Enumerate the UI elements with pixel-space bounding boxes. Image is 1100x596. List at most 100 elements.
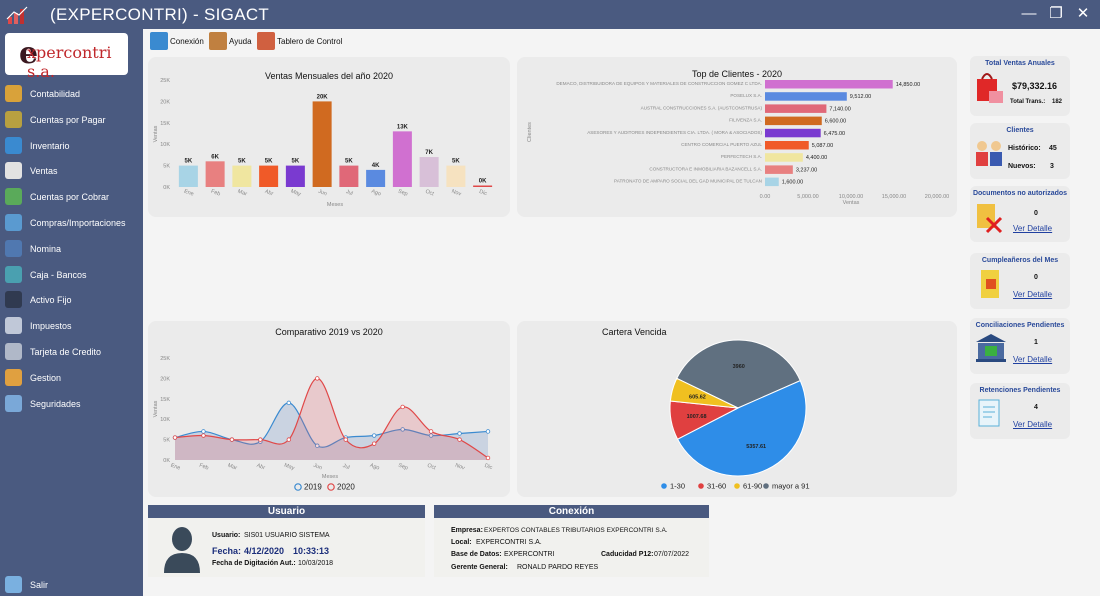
bar-data-label: 4K — [372, 163, 380, 169]
sidebar-item-inventario[interactable]: Inventario — [0, 134, 143, 158]
bar-data-label: 5K — [265, 159, 273, 165]
legend-label: mayor a 91 — [772, 482, 810, 491]
sidebar-item-compras-importaciones[interactable]: Compras/Importaciones — [0, 211, 143, 235]
legend-marker — [763, 483, 769, 489]
sidebar-item-cuentas-por-pagar[interactable]: Cuentas por Pagar — [0, 108, 143, 132]
close-button[interactable]: ✕ — [1076, 5, 1090, 22]
legend-marker — [327, 483, 335, 491]
x-tick-label: Dic — [478, 189, 488, 197]
conciliaciones-detail-link[interactable]: Ver Detalle — [1013, 355, 1053, 364]
legend-label: 2019 — [304, 483, 322, 492]
title-bar: (EXPERCONTRI) - SIGACT — ❐ ✕ — [0, 0, 1100, 29]
sidebar-item-nomina[interactable]: Nomina — [0, 237, 143, 261]
tools-icon — [5, 291, 22, 309]
bar-data-label: 7,140.00 — [829, 106, 850, 112]
sidebar-item-gestion[interactable]: Gestion — [0, 366, 143, 390]
x-tick-label: 15,000.00 — [882, 194, 906, 200]
bar-data-label: 5K — [345, 159, 353, 165]
bar-data-label: 0K — [479, 179, 487, 185]
legend-label: 61-90 — [743, 482, 762, 491]
x-tick-label: Sep — [397, 463, 408, 472]
logo-mark: e — [19, 36, 39, 71]
y-tick-label: 10K — [160, 142, 170, 148]
series-point — [371, 441, 377, 446]
document-error-icon — [977, 204, 1003, 234]
x-tick-label: Abr — [256, 463, 266, 472]
cumpleanos-count: 0 — [1034, 274, 1038, 281]
y-tick-label: 25K — [160, 78, 170, 84]
window-title: (EXPERCONTRI) - SIGACT — [50, 5, 270, 24]
sidebar-item-label: Tarjeta de Credito — [30, 347, 102, 357]
sidebar-item-seguridades[interactable]: Seguridades — [0, 392, 143, 416]
pie-data-label: 5357.61 — [746, 444, 766, 450]
series-point — [201, 433, 206, 438]
gerente-value: RONALD PARDO REYES — [517, 564, 599, 571]
series-point — [428, 429, 434, 434]
maximize-button[interactable]: ❐ — [1049, 5, 1063, 22]
bank-icon — [976, 334, 1006, 362]
minimize-button[interactable]: — — [1021, 5, 1037, 22]
bar — [765, 128, 821, 138]
card-ventas-anuales: Total Ventas Anuales $79,332.16 Total Tr… — [970, 56, 1070, 116]
sidebar-item-activo-fijo[interactable]: Activo Fijo — [0, 288, 143, 312]
bar-data-label: 5K — [185, 159, 193, 165]
historico-label: Histórico: — [1008, 145, 1041, 152]
category-label: PATRONATO DE AMPARO SOCIAL DEL GAD MUNIC… — [614, 179, 762, 184]
x-tick-label: 20,000.00 — [925, 194, 949, 200]
category-label: CONSTRUCTORA E INMOBILIARIA BAZANCELL S.… — [649, 166, 762, 171]
retenciones-count: 4 — [1034, 404, 1038, 411]
ledger-icon — [5, 85, 22, 102]
sidebar-item-salir[interactable]: Salir — [0, 573, 143, 596]
x-tick-label: Feb — [198, 463, 209, 472]
sidebar-item-label: Cuentas por Pagar — [30, 114, 106, 125]
series-point — [315, 443, 320, 448]
bar-data-label: 6K — [211, 154, 219, 160]
cartera-panel: Cartera Vencida 3960 5357.61 1007.68 605.62… — [517, 321, 957, 497]
bar — [765, 116, 822, 126]
fecha-digitacion-value: 10/03/2018 — [298, 560, 334, 567]
sidebar-item-label: Nomina — [30, 243, 62, 254]
hora-value: 10:33:13 — [293, 546, 330, 556]
sidebar-item-contabilidad[interactable]: Contabilidad — [0, 82, 143, 106]
sidebar-item-caja-bancos[interactable]: Caja - Bancos — [0, 263, 143, 287]
empresa-label: Empresa: — [451, 527, 483, 534]
clients-icon — [976, 141, 1002, 166]
exit-icon — [5, 576, 22, 593]
sidebar-item-cuentas-por-cobrar[interactable]: Cuentas por Cobrar — [0, 185, 143, 209]
bar-data-label: 7K — [425, 150, 433, 156]
pie-slice-61-90 — [669, 377, 739, 409]
bar — [765, 165, 793, 174]
sidebar-item-ventas[interactable]: Ventas — [0, 159, 143, 183]
empresa-value: EXPERTOS CONTABLES TRIBUTARIOS EXPERCONT… — [484, 527, 668, 534]
series-point — [428, 433, 434, 438]
sidebar-item-tarjeta-de-credito[interactable]: Tarjeta de Credito — [0, 340, 143, 364]
cartera-title: Cartera Vencida — [602, 327, 667, 337]
x-tick-label: 0.00 — [760, 194, 771, 200]
series-point — [485, 429, 491, 434]
series-point — [286, 437, 292, 442]
cumpleanos-detail-link[interactable]: Ver Detalle — [1013, 290, 1053, 299]
retenciones-detail-link[interactable]: Ver Detalle — [1013, 420, 1053, 429]
x-tick-label: Ene — [170, 463, 181, 472]
document-icon — [5, 317, 22, 335]
fecha-value: 4/12/2020 — [244, 546, 285, 556]
category-label: POSELUX S.A. — [730, 93, 762, 98]
y-tick-label: 5K — [163, 438, 170, 444]
pie-data-label: 3960 — [733, 364, 745, 370]
y-tick-label: 10K — [160, 417, 170, 423]
birthday-document-icon — [981, 270, 999, 298]
usuario-label: Usuario: — [212, 532, 241, 539]
sidebar-item-label: Seguridades — [30, 398, 81, 409]
documentos-detail-link[interactable]: Ver Detalle — [1013, 224, 1053, 233]
card-retenciones: Retenciones Pendientes 4 Ver Detalle — [970, 383, 1070, 439]
card-documentos: Documentos no autorizados 0 Ver Detalle — [970, 186, 1070, 242]
y-tick-label: 15K — [160, 121, 170, 127]
sidebar-item-label: Compras/Importaciones — [30, 218, 126, 228]
bar-data-label: 5,087.00 — [812, 143, 833, 149]
series-area-2020 — [175, 378, 488, 460]
sidebar-item-impuestos[interactable]: Impuestos — [0, 314, 143, 338]
y-tick-label: 0K — [163, 185, 170, 191]
toolbar-label: Tablero de Control — [277, 37, 343, 46]
ventas-mensuales-chart: 0K 5K 10K 15K 20K 25K Ventas 5K Ene 6K Feb 5K Mar 5K A… — [153, 78, 493, 208]
y-tick-label: 25K — [160, 356, 170, 362]
